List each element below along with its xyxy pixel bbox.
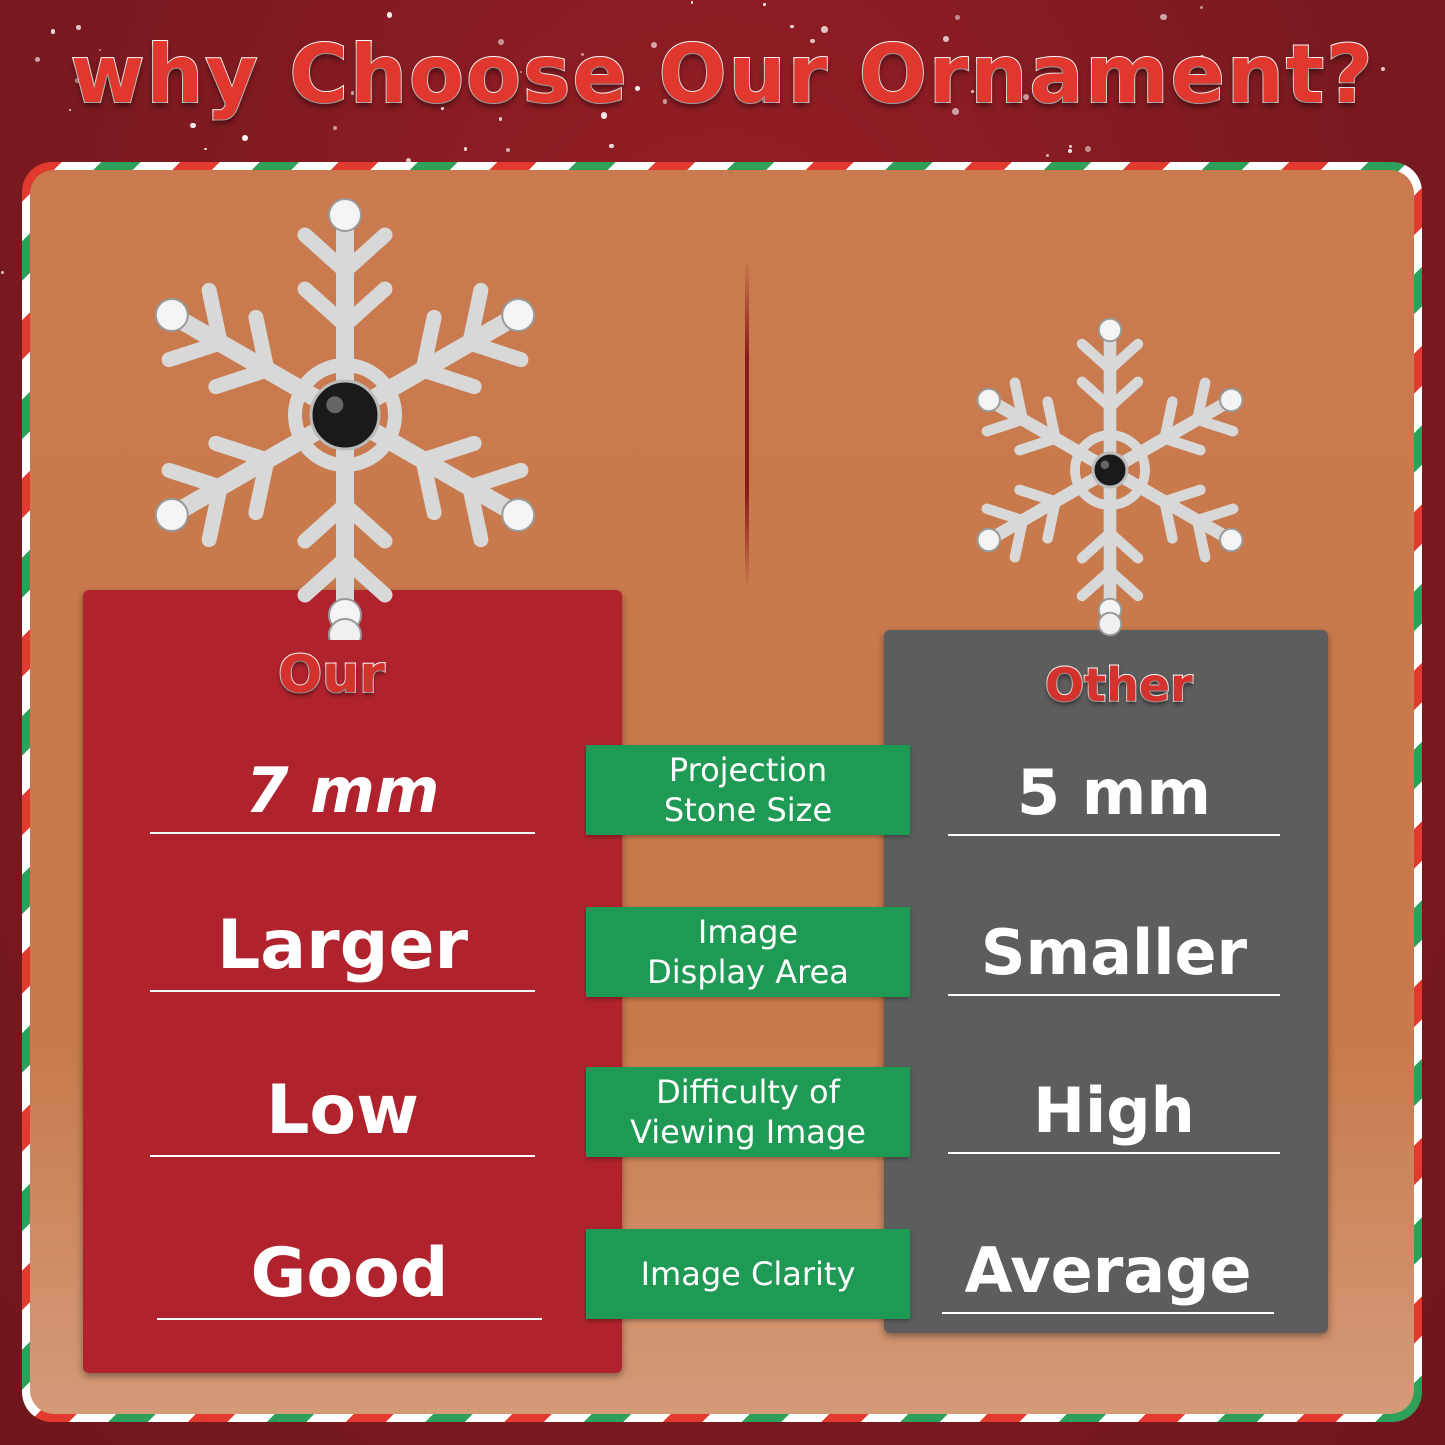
our-clarity: Good [157, 1240, 542, 1320]
our-heading: Our [277, 644, 386, 706]
other-heading: Other [1044, 657, 1194, 713]
label-display-area: Image Display Area [586, 907, 910, 997]
other-card [884, 630, 1328, 1333]
other-clarity: Average [942, 1240, 1274, 1314]
our-stone-size: 7 mm [150, 760, 535, 834]
label-difficulty: Difficulty of Viewing Image [586, 1067, 910, 1157]
label-clarity: Image Clarity [586, 1229, 910, 1319]
other-display-area: Smaller [948, 922, 1280, 996]
label-stone-size: Projection Stone Size [586, 745, 910, 835]
other-stone-size: 5 mm [948, 762, 1280, 836]
small-snowflake-ornament-image [976, 317, 1244, 637]
our-display-area: Larger [150, 912, 535, 992]
other-difficulty: High [948, 1080, 1280, 1154]
page-title: why Choose Our Ornament? [69, 27, 1375, 122]
our-card [83, 590, 622, 1373]
our-difficulty: Low [150, 1077, 535, 1157]
large-snowflake-ornament-image [154, 198, 536, 640]
divider [745, 260, 749, 590]
